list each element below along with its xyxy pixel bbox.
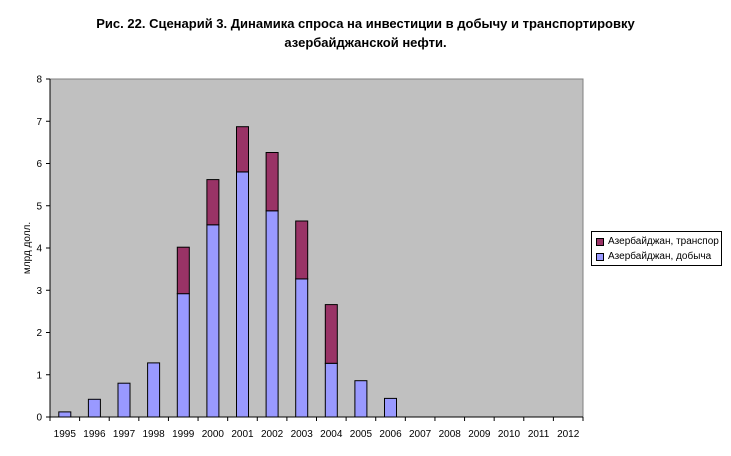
y-tick-label: 7 — [36, 117, 42, 128]
x-tick-label: 1999 — [172, 429, 195, 440]
y-tick-label: 1 — [36, 370, 42, 381]
bar-production-2003 — [295, 278, 309, 418]
bar-production-1995 — [58, 411, 72, 418]
bar-transport-2000 — [206, 179, 220, 226]
x-tick-label: 2003 — [291, 429, 314, 440]
legend: Азербайджан, транспор Азербайджан, добыч… — [591, 231, 722, 266]
x-tick-label: 2006 — [379, 429, 402, 440]
y-tick-label: 8 — [36, 75, 42, 86]
chart-title: Рис. 22. Сценарий 3. Динамика спроса на … — [0, 14, 731, 52]
plot-area — [49, 78, 584, 418]
y-tick-label: 0 — [36, 413, 42, 424]
legend-item-transport: Азербайджан, транспор — [596, 236, 719, 247]
x-tick-label: 2002 — [261, 429, 284, 440]
x-tick-label: 2004 — [320, 429, 343, 440]
bar-production-1997 — [117, 382, 131, 418]
y-tick-label: 4 — [36, 244, 42, 255]
bar-production-2001 — [236, 171, 249, 418]
bar-production-2000 — [206, 224, 220, 418]
x-tick-label: 2000 — [202, 429, 225, 440]
bar-transport-1999 — [176, 246, 190, 295]
y-tick-label: 2 — [36, 328, 42, 339]
x-tick-label: 1998 — [143, 429, 166, 440]
legend-swatch-production — [596, 252, 604, 261]
x-tick-label: 2001 — [231, 429, 254, 440]
legend-swatch-transport — [596, 237, 604, 246]
legend-item-production: Азербайджан, добыча — [596, 251, 711, 262]
x-tick-label: 2012 — [557, 429, 580, 440]
x-tick-label: 1995 — [54, 429, 77, 440]
bar-transport-2003 — [295, 220, 309, 280]
bar-production-2005 — [354, 380, 368, 418]
x-tick-label: 1997 — [113, 429, 136, 440]
y-tick-label: 3 — [36, 286, 42, 297]
bar-production-2004 — [324, 362, 338, 418]
bar-production-1999 — [176, 293, 190, 418]
bar-production-2002 — [265, 210, 279, 418]
bar-transport-2001 — [236, 126, 249, 173]
bar-production-1998 — [147, 362, 161, 418]
chart-title-line-2: азербайджанской нефти. — [284, 35, 447, 50]
y-axis-label: млрд долл. — [22, 222, 33, 274]
legend-label-transport: Азербайджан, транспор — [608, 236, 719, 247]
bar-production-1996 — [87, 398, 101, 418]
x-tick-label: 1996 — [83, 429, 106, 440]
chart-title-line-1: Рис. 22. Сценарий 3. Динамика спроса на … — [96, 16, 635, 31]
bar-transport-2004 — [324, 304, 338, 364]
x-tick-label: 2008 — [439, 429, 462, 440]
x-tick-label: 2005 — [350, 429, 373, 440]
axes — [46, 78, 584, 421]
tick-labels: 0 1 2 3 4 5 6 7 8 1995 1996 1997 1998 1999 2000 2001 200… — [36, 75, 579, 441]
x-tick-label: 2007 — [409, 429, 432, 440]
bar-production-2006 — [384, 397, 397, 418]
legend-label-production: Азербайджан, добыча — [608, 251, 712, 262]
x-tick-label: 2009 — [468, 429, 491, 440]
x-tick-label: 2010 — [498, 429, 521, 440]
x-tick-label: 2011 — [528, 429, 550, 440]
y-tick-label: 5 — [36, 201, 42, 212]
bar-transport-2002 — [265, 152, 279, 212]
y-tick-label: 6 — [36, 159, 42, 170]
